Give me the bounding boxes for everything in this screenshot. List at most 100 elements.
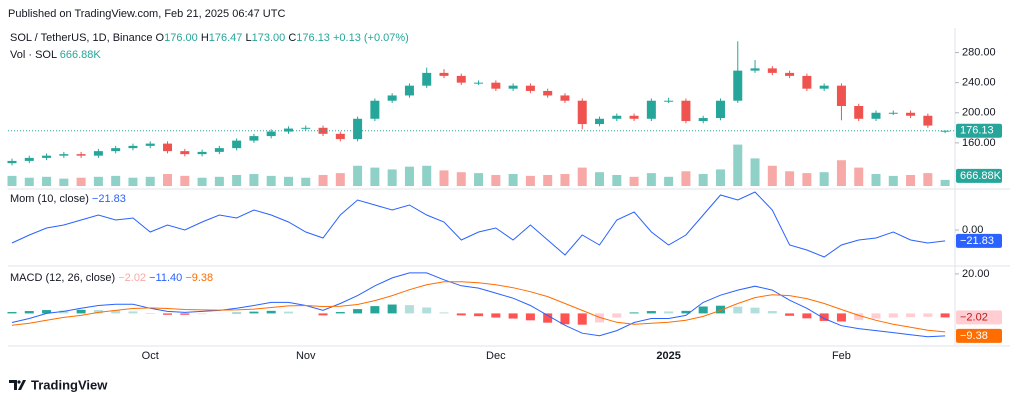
candle-body <box>802 75 812 89</box>
candle-body <box>698 118 708 122</box>
volume-bar <box>664 176 674 186</box>
candle-body <box>145 143 155 146</box>
histogram-bar <box>543 313 553 323</box>
y-tick-label: 160.00 <box>962 137 996 149</box>
x-tick-label: Nov <box>296 350 316 362</box>
histogram-bar <box>854 313 864 321</box>
volume-bar <box>785 171 795 186</box>
volume-bar <box>474 173 484 186</box>
histogram-bar <box>59 310 69 314</box>
histogram-bar <box>871 313 881 319</box>
histogram-bar <box>733 306 743 314</box>
momentum-line <box>11 191 946 258</box>
histogram-bar <box>715 305 725 314</box>
volume-bar <box>163 174 173 186</box>
ohlc-value: 176.13 <box>296 32 330 44</box>
volume-tag <box>956 168 1002 183</box>
histogram-bar <box>940 313 950 318</box>
volume-bar <box>836 160 846 186</box>
momentum-legend: Mom (10, close) −21.83 <box>10 193 126 205</box>
candle-body <box>353 118 363 140</box>
ohlc-label: H <box>201 32 209 44</box>
y-tick-label: 280.00 <box>962 46 996 58</box>
candle-body <box>474 82 484 84</box>
volume-bar <box>301 177 311 186</box>
volume-bar <box>59 178 69 186</box>
ohlc-value: 176.47 <box>209 32 243 44</box>
x-tick-label: Feb <box>832 350 851 362</box>
last-price-tag <box>956 123 1002 138</box>
volume-bar <box>854 167 864 186</box>
volume-bar <box>404 166 414 186</box>
candle-body <box>387 95 397 101</box>
volume-legend: Vol · SOL 666.88K <box>10 49 101 61</box>
histogram-bar <box>249 311 259 314</box>
candle-body <box>681 100 691 122</box>
histogram-bar <box>785 313 795 316</box>
candle-body <box>163 143 173 152</box>
candle-body <box>180 151 190 155</box>
y-tick-label: 240.00 <box>962 77 996 89</box>
candle-body <box>232 140 242 149</box>
x-tick-label: Oct <box>142 350 159 362</box>
candle-body <box>923 115 933 126</box>
histogram-bar <box>456 313 466 316</box>
ohlc-value: 176.00 <box>164 32 198 44</box>
momentum-last: −21.83 <box>92 193 126 205</box>
histogram-bar <box>819 313 829 321</box>
histogram-bar <box>646 311 656 314</box>
volume-bar <box>266 175 276 186</box>
volume-bar <box>197 177 207 186</box>
symbol: SOL / TetherUS, 1D, Binance <box>10 32 152 44</box>
histogram-bar <box>906 313 916 318</box>
histogram-bar <box>525 313 535 321</box>
histogram-bar <box>232 312 242 314</box>
histogram-bar <box>836 313 846 322</box>
ohlc-label: L <box>245 32 251 44</box>
volume-bar <box>76 177 86 186</box>
volume-bar <box>111 175 121 186</box>
volume-bar <box>318 174 328 186</box>
volume-bar <box>508 174 518 186</box>
volume-bar <box>767 165 777 186</box>
volume-bar <box>387 169 397 186</box>
histogram-bar <box>508 313 518 319</box>
volume-bar <box>283 176 293 186</box>
candle-body <box>888 112 898 114</box>
histogram-tag <box>956 310 1002 325</box>
histogram-bar <box>664 311 674 314</box>
volume-bar <box>525 175 535 186</box>
candle-body <box>422 72 432 86</box>
volume-bar <box>24 177 34 186</box>
ohlc-value: 173.00 <box>252 32 286 44</box>
volume-bar <box>681 171 691 186</box>
candle-body <box>819 85 829 89</box>
candle-body <box>59 154 69 156</box>
candle-body <box>456 75 466 83</box>
candle-body <box>508 85 518 89</box>
volume-bar <box>750 158 760 186</box>
signal-tag <box>956 328 1002 343</box>
volume-last: 666.88K <box>60 49 102 61</box>
histogram-bar <box>612 313 622 318</box>
brand: TradingView <box>31 377 108 392</box>
volume-name: Vol · SOL <box>10 49 57 61</box>
volume-bar <box>42 176 52 186</box>
histogram-bar <box>577 313 587 325</box>
candle-body <box>24 157 34 161</box>
volume-bar <box>715 169 725 186</box>
volume-bar <box>646 173 656 186</box>
volume-bar <box>214 176 224 186</box>
macd-line <box>11 272 946 338</box>
volume-tag-label: 666.88K <box>960 170 1002 182</box>
volume-bar <box>543 174 553 186</box>
x-tick-label: 2025 <box>656 350 680 362</box>
last-price-tag-label: 176.13 <box>960 125 994 137</box>
candle-body <box>871 112 881 119</box>
volume-bar <box>560 174 570 186</box>
candle-body <box>750 68 760 71</box>
histogram-bar <box>353 309 363 314</box>
histogram-bar <box>404 305 414 314</box>
ohlc-label: C <box>288 32 296 44</box>
